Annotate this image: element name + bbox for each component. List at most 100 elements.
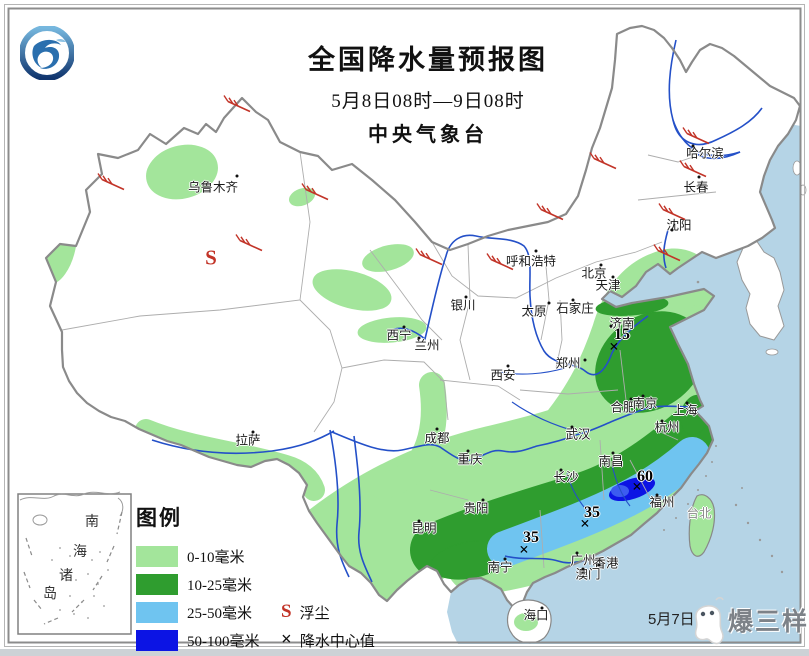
city-dot	[611, 275, 615, 279]
city-label-昆明: 昆明	[411, 521, 437, 536]
map-header: 全国降水量预报图 5月8日08时—9日08时 中央气象台	[248, 38, 608, 147]
wind-barb-icon	[653, 244, 683, 271]
rain-center-cross: ×	[609, 337, 619, 356]
city-label-合肥: 合肥	[610, 400, 636, 415]
city-label-石家庄: 石家庄	[556, 301, 594, 316]
city-dot	[629, 397, 633, 401]
rain-center-value: 15	[614, 326, 630, 343]
city-dot	[599, 263, 603, 267]
city-label-拉萨: 拉萨	[235, 433, 261, 448]
precipitation-zones	[46, 144, 777, 609]
legend-rows: 0-10毫米 10-25毫米 25-50毫米 S 浮尘 50-100毫米 × 降水中心值	[136, 542, 386, 654]
inset-title-char: 海	[73, 545, 87, 560]
city-dot	[402, 325, 406, 329]
inset-title-char: 诸	[59, 569, 73, 584]
city-label-西宁: 西宁	[386, 328, 412, 343]
city-dot	[235, 174, 239, 178]
city-label-呼和浩特: 呼和浩特	[505, 254, 557, 269]
ghost-mascot-icon	[694, 597, 724, 645]
city-label-北京: 北京	[581, 266, 607, 281]
legend-row: 50-100毫米 × 降水中心值	[136, 626, 386, 654]
city-label-重庆: 重庆	[457, 452, 483, 467]
legend-label: 25-50毫米	[187, 605, 252, 622]
city-dot	[481, 498, 485, 502]
city-label-香港: 香港	[593, 556, 619, 571]
city-label-上海: 上海	[672, 403, 698, 418]
legend-extra-symbol: S	[281, 601, 292, 622]
wind-barb-icon	[679, 160, 709, 187]
legend-extra-label: 浮尘	[299, 605, 330, 622]
city-label-福州: 福州	[649, 495, 675, 510]
taiwan-island	[688, 494, 716, 557]
inset-title-char: 南	[85, 515, 99, 530]
city-dot	[571, 298, 575, 302]
city-dot	[583, 358, 587, 362]
city-dot	[597, 563, 601, 567]
city-dot	[670, 228, 674, 232]
legend-swatch	[136, 573, 178, 595]
city-label-成都: 成都	[424, 431, 450, 446]
wind-barb-icon	[682, 127, 712, 154]
inner-frame	[7, 7, 802, 644]
legend-label: 10-25毫米	[187, 577, 252, 594]
city-dot	[506, 364, 510, 368]
city-dot	[547, 301, 551, 305]
city-dot	[466, 449, 470, 453]
city-label-南昌: 南昌	[598, 454, 624, 469]
city-label-太原: 太原	[521, 304, 547, 319]
city-label-南京: 南京	[632, 396, 658, 411]
outer-frame	[4, 4, 805, 647]
city-label-乌鲁木齐: 乌鲁木齐	[187, 180, 239, 195]
city-label-武汉: 武汉	[565, 427, 591, 442]
city-label-台北: 台北	[686, 506, 712, 521]
city-label-贵阳: 贵阳	[463, 501, 489, 516]
rain-center-value: 35	[584, 504, 600, 521]
city-dot	[655, 493, 659, 497]
city-label-南宁: 南宁	[487, 560, 513, 575]
forecast-period: 5月8日08时—9日08时	[331, 91, 525, 112]
city-dot	[570, 425, 574, 429]
wind-barb-icon	[301, 183, 331, 210]
city-dot	[464, 295, 468, 299]
legend-row: 25-50毫米 S 浮尘	[136, 598, 386, 626]
rain-center-cross: ×	[519, 540, 529, 559]
city-label-郑州: 郑州	[555, 356, 581, 371]
city-dot	[559, 468, 563, 472]
city-dot	[641, 394, 645, 398]
rain-center-value: 35	[523, 529, 539, 546]
city-label-澳门: 澳门	[575, 567, 601, 582]
city-label-广州: 广州	[570, 553, 596, 568]
city-dot	[685, 401, 689, 405]
city-dot	[435, 427, 439, 431]
legend-row: 10-25毫米	[136, 570, 386, 598]
city-label-杭州: 杭州	[654, 420, 680, 435]
legend-extra-symbol: ×	[281, 629, 292, 650]
city-dot	[697, 175, 701, 179]
city-dot	[660, 419, 664, 423]
wind-barb-icon	[486, 253, 516, 280]
city-label-西安: 西安	[490, 368, 516, 383]
wind-barb-icon	[589, 152, 619, 179]
city-label-哈尔滨: 哈尔滨	[686, 146, 724, 161]
city-label-兰州: 兰州	[414, 338, 440, 353]
legend: 图例 0-10毫米 10-25毫米 25-50毫米 S 浮尘 50-100毫米 × 降水中心值	[136, 502, 386, 654]
coastal-islets	[663, 280, 784, 574]
city-dot	[417, 519, 421, 523]
bottom-strip	[0, 649, 809, 656]
city-dot	[503, 557, 507, 561]
city-label-天津: 天津	[595, 278, 621, 293]
city-dot	[417, 336, 421, 340]
page-title: 全国降水量预报图	[308, 45, 548, 75]
city-dot	[534, 249, 538, 253]
legend-label: 50-100毫米	[187, 633, 260, 650]
rivers	[151, 39, 763, 583]
south-china-sea-inset	[17, 491, 132, 635]
legend-swatch	[136, 629, 178, 651]
china-border	[44, 24, 802, 611]
wind-barb-icon	[97, 173, 127, 200]
city-dot	[540, 606, 544, 610]
legend-swatch	[136, 545, 178, 567]
legend-row: 0-10毫米	[136, 542, 386, 570]
